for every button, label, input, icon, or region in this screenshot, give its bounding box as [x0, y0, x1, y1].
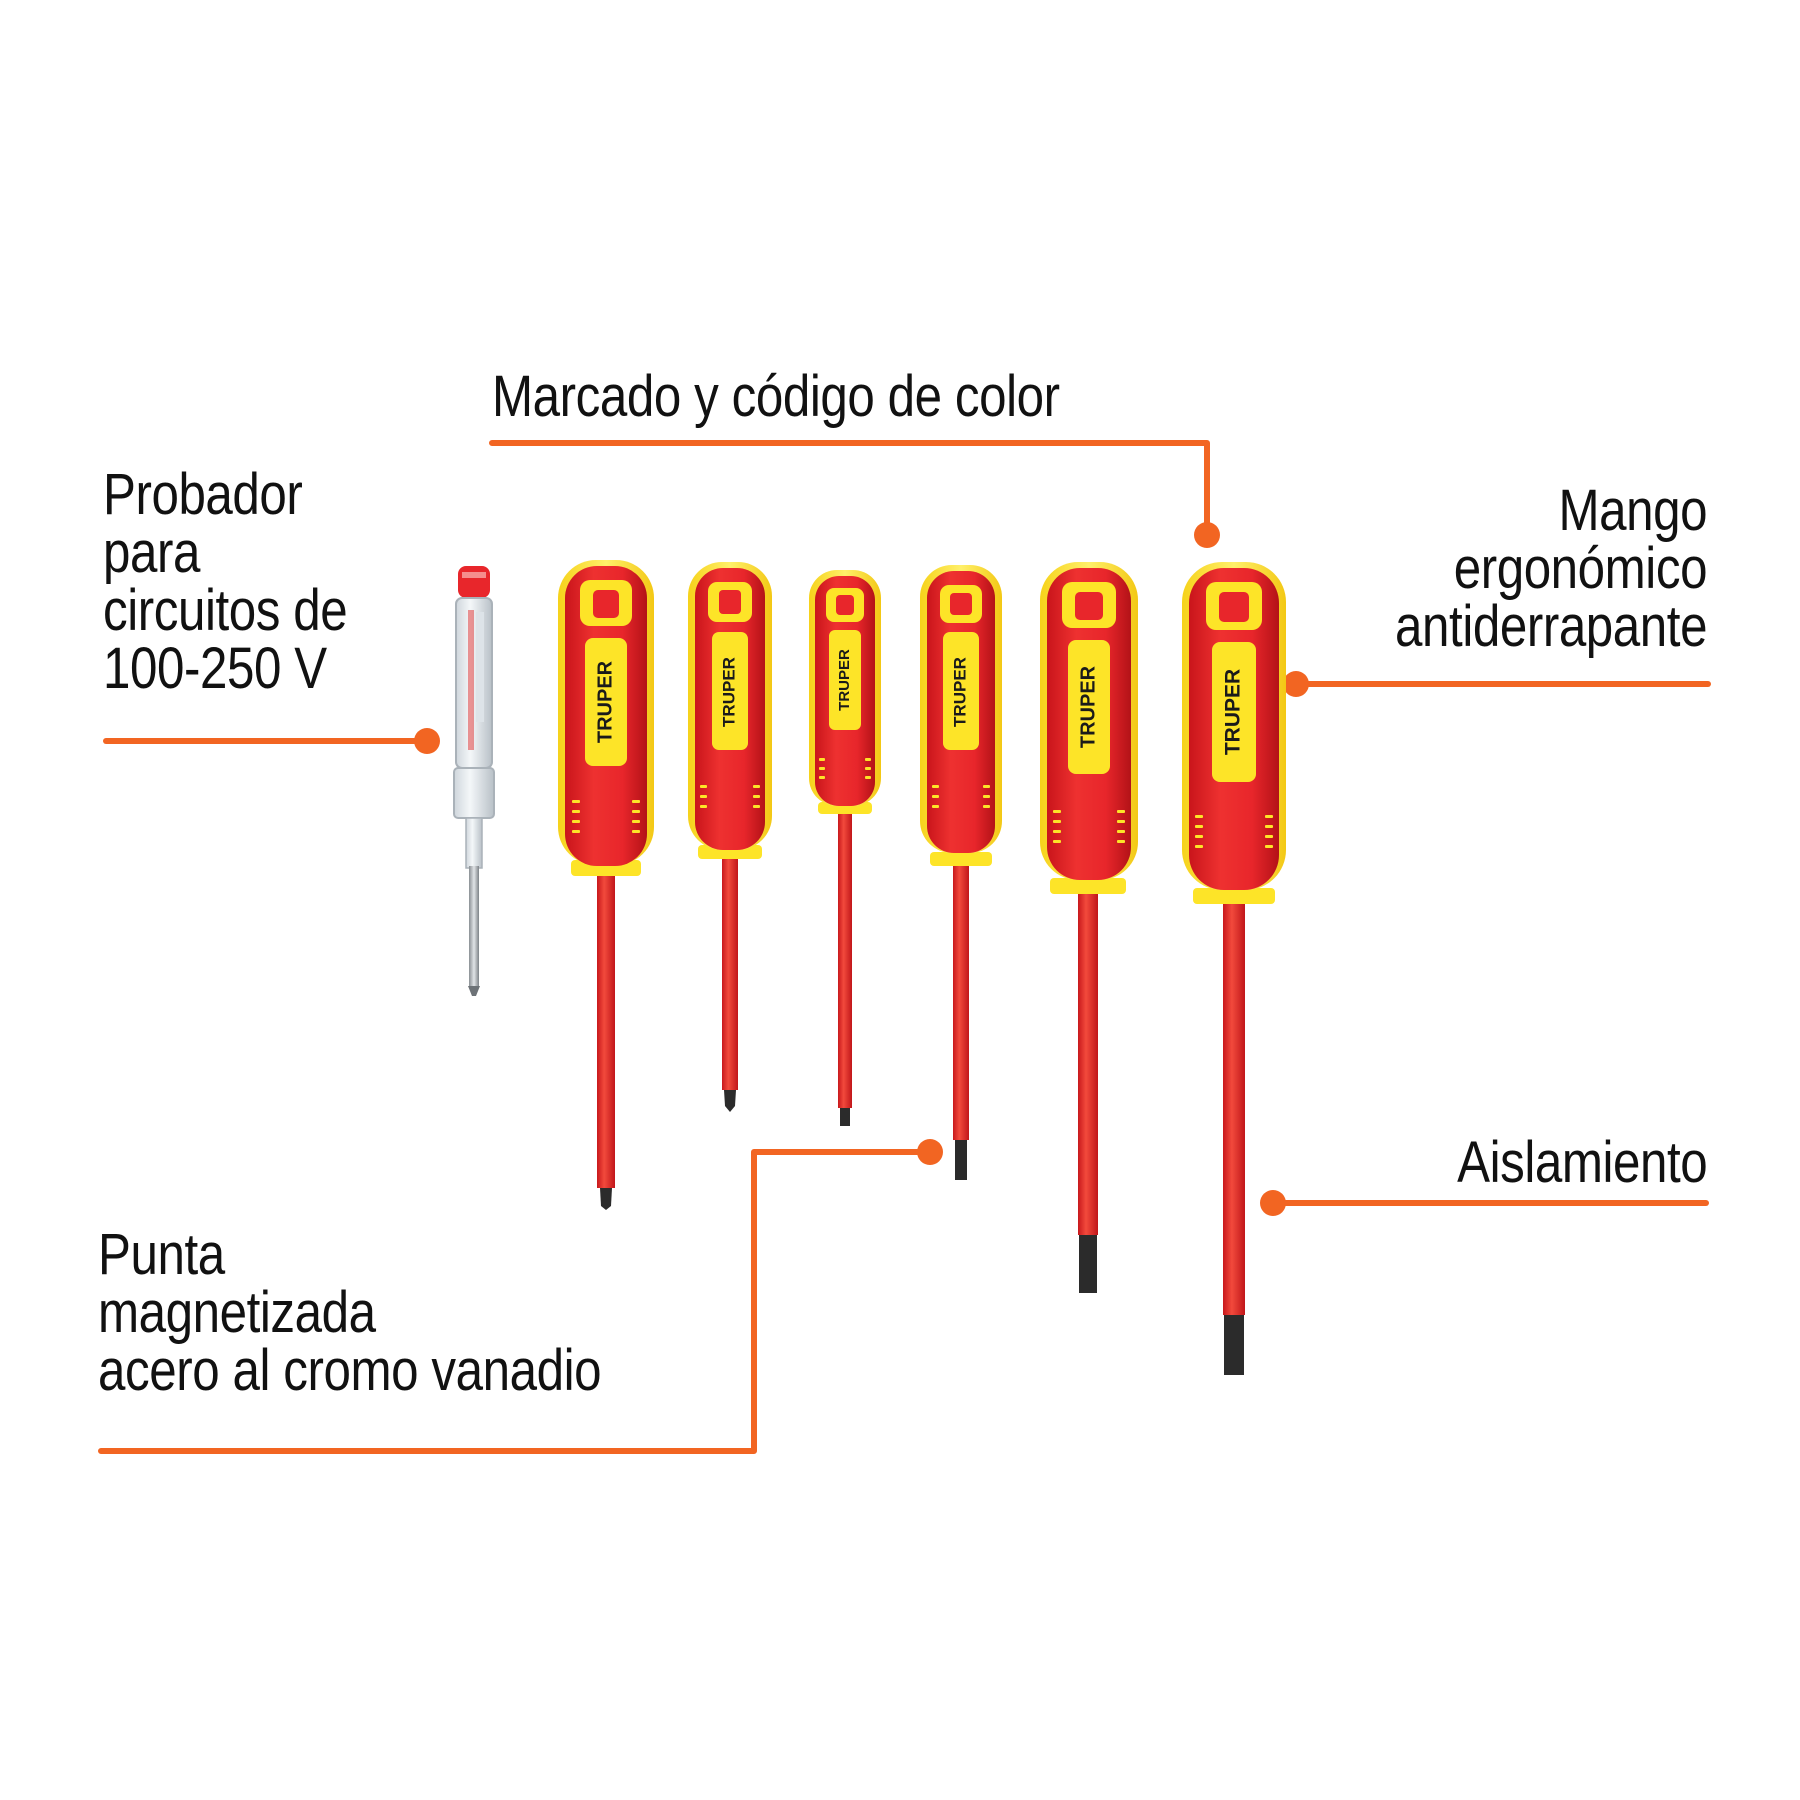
screwdriver-2: TRUPER — [688, 562, 772, 1112]
callout-punta-label: Punta magnetizada acero al cromo vanadio — [98, 1222, 602, 1403]
brand-label-1: TRUPER — [594, 660, 616, 743]
callout-dot-probador — [414, 728, 440, 754]
callout-probador-line-1: Probador — [103, 462, 303, 527]
screwdriver-5: TRUPER — [1040, 562, 1138, 1293]
callout-probador-line-2: para — [103, 520, 200, 585]
callout-dot-aislamiento — [1260, 1190, 1286, 1216]
callout-aislamiento-label: Aislamiento — [1456, 1130, 1708, 1195]
screwdriver-6: TRUPER — [1182, 562, 1286, 1375]
callout-punta-line-2: magnetizada — [98, 1280, 376, 1345]
callout-dot-marcado — [1194, 522, 1220, 548]
brand-label-3: TRUPER — [836, 649, 853, 711]
callout-punta-line-3: acero al cromo vanadio — [98, 1338, 602, 1403]
callout-dot-punta — [917, 1139, 943, 1165]
callout-line-marcado — [489, 440, 1210, 537]
callout-marcado-label: Marcado y código de color — [492, 368, 1060, 426]
brand-label-6: TRUPER — [1222, 669, 1245, 755]
brand-label-4: TRUPER — [950, 657, 969, 727]
screwdriver-3: TRUPER — [809, 570, 881, 1126]
callout-probador-line-4: 100-250 V — [103, 636, 327, 701]
callout-marcado-text: Marcado y código de color — [492, 364, 1060, 429]
callout-lines — [98, 440, 1711, 1454]
brand-label-2: TRUPER — [719, 657, 738, 727]
callout-dot-mango — [1283, 671, 1309, 697]
callout-aislamiento-text: Aislamiento — [1456, 1130, 1708, 1195]
callout-probador-label: Probador para circuitos de 100-250 V — [103, 462, 348, 701]
callout-probador-line-3: circuitos de — [103, 578, 348, 643]
callout-dots — [414, 522, 1309, 1216]
callout-line-punta — [98, 1149, 933, 1454]
callout-mango-line-3: antiderrapante — [1394, 594, 1707, 659]
brand-label-5: TRUPER — [1077, 665, 1099, 748]
callout-punta-line-1: Punta — [98, 1222, 225, 1287]
voltage-tester — [453, 566, 495, 996]
screwdriver-4: TRUPER — [920, 565, 1002, 1180]
screwdriver-1: TRUPER — [558, 560, 654, 1210]
callout-mango-line-2: ergonómico — [1453, 536, 1708, 601]
callout-mango-label: Mango ergonómico antiderrapante — [1395, 482, 1707, 656]
callout-mango-line-1: Mango — [1558, 478, 1707, 543]
